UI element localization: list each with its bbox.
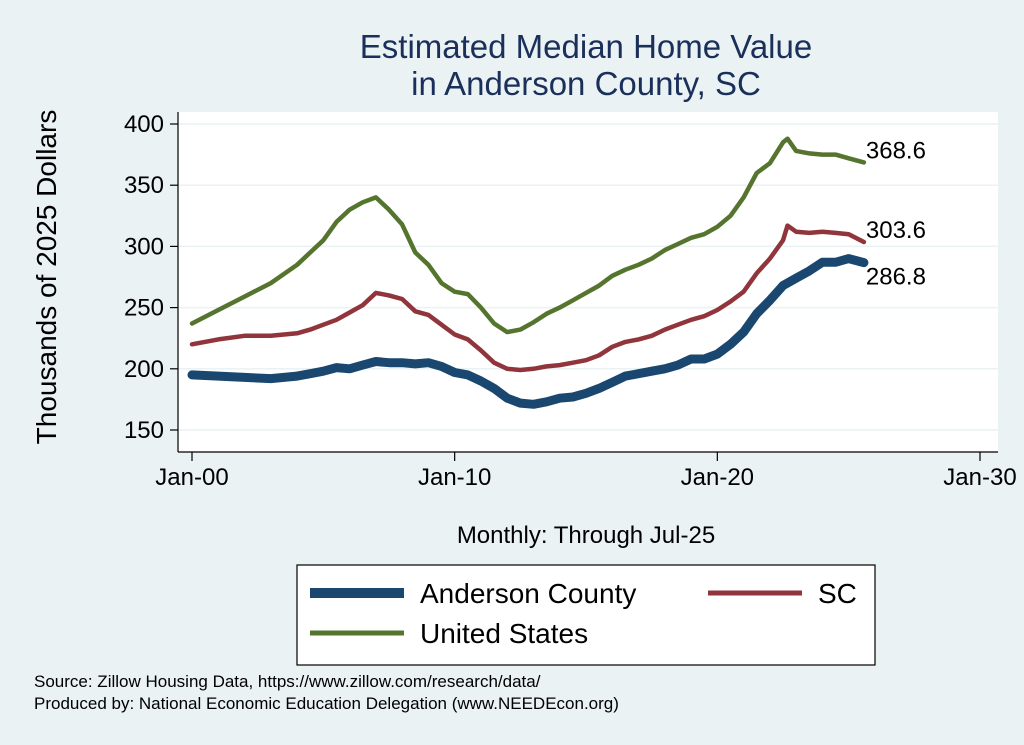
legend-label-us: United States — [420, 618, 588, 649]
source-line-1: Source: Zillow Housing Data, https://www… — [34, 672, 541, 691]
x-tick-label: Jan-20 — [681, 464, 754, 491]
legend-label-sc: SC — [818, 578, 857, 609]
end-label-anderson-county: 286.8 — [866, 264, 926, 291]
y-tick-label: 250 — [124, 295, 164, 322]
chart-title-line-2: in Anderson County, SC — [411, 65, 761, 102]
legend-box — [296, 564, 876, 666]
series-line-sc — [189, 223, 867, 373]
y-tick-label: 400 — [124, 111, 164, 138]
y-axis: 150 200 250 300 350 400 — [124, 111, 179, 452]
y-axis-label: Thousands of 2025 Dollars — [31, 110, 62, 445]
series-line-anderson-county — [187, 254, 869, 409]
x-tick-label: Jan-00 — [155, 464, 228, 491]
x-axis-label: Monthly: Through Jul-25 — [457, 522, 715, 549]
x-tick-label: Jan-30 — [943, 464, 1016, 491]
series-line-united-states — [189, 136, 867, 335]
x-axis: Jan-00 Jan-10 Jan-20 Jan-30 — [155, 451, 1017, 491]
end-labels: 286.8 303.6 368.6 — [866, 137, 926, 290]
chart-title-line-1: Estimated Median Home Value — [360, 28, 812, 65]
y-tick-label: 300 — [124, 233, 164, 260]
source-line-2: Produced by: National Economic Education… — [34, 694, 619, 713]
x-tick-label: Jan-10 — [418, 464, 491, 491]
y-tick-label: 350 — [124, 172, 164, 199]
y-tick-label: 150 — [124, 417, 164, 444]
y-tick-label: 200 — [124, 356, 164, 383]
legend-label-anderson: Anderson County — [420, 578, 636, 609]
end-label-united-states: 368.6 — [866, 137, 926, 164]
end-label-sc: 303.6 — [866, 217, 926, 244]
series-lines — [187, 136, 869, 409]
